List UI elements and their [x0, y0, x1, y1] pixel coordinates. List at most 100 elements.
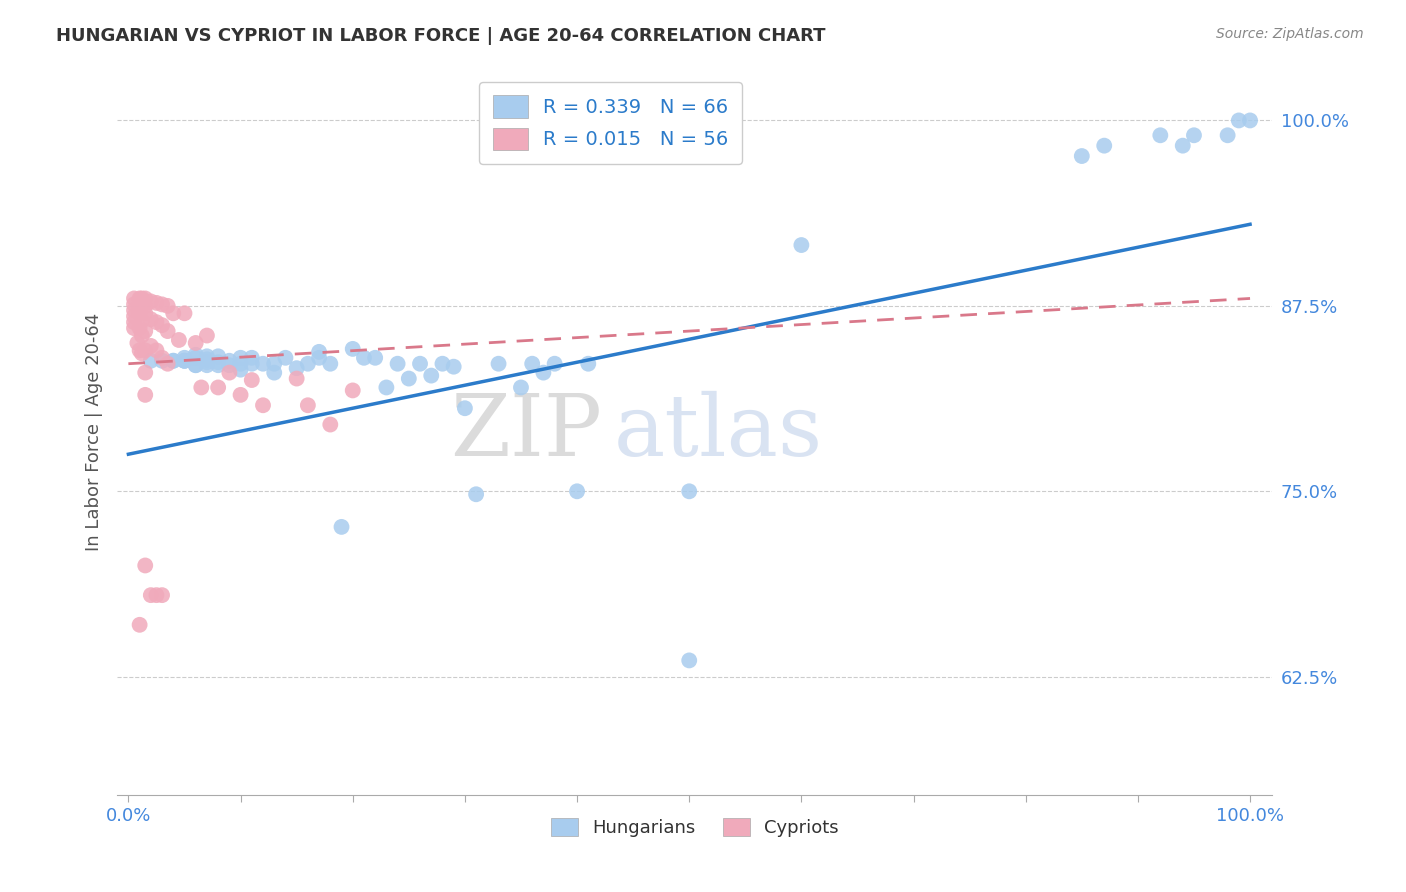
Point [274, 351, 297, 365]
Text: ZIP: ZIP [450, 391, 602, 474]
Point [1149, 128, 1171, 143]
Point [454, 401, 477, 416]
Point [156, 324, 179, 338]
Point [342, 342, 364, 356]
Point [678, 653, 700, 667]
Point [195, 328, 218, 343]
Point [145, 296, 167, 310]
Point [145, 315, 167, 329]
Point [319, 357, 342, 371]
Point [510, 380, 533, 394]
Point [229, 362, 252, 376]
Point [162, 306, 184, 320]
Point [128, 321, 150, 335]
Point [522, 357, 544, 371]
Point [218, 358, 240, 372]
Point [139, 294, 162, 309]
Point [173, 351, 195, 365]
Point [167, 333, 190, 347]
Point [364, 351, 387, 365]
Point [375, 380, 398, 394]
Text: Source: ZipAtlas.com: Source: ZipAtlas.com [1216, 27, 1364, 41]
Point [134, 299, 156, 313]
Point [128, 617, 150, 632]
Point [1182, 128, 1205, 143]
Point [162, 353, 184, 368]
Point [131, 346, 153, 360]
Point [207, 358, 229, 372]
Point [330, 520, 353, 534]
Point [218, 353, 240, 368]
Point [308, 344, 330, 359]
Point [443, 359, 465, 374]
Point [127, 335, 149, 350]
Point [139, 353, 162, 368]
Point [128, 292, 150, 306]
Point [195, 355, 218, 369]
Point [263, 357, 285, 371]
Point [134, 388, 156, 402]
Y-axis label: In Labor Force | Age 20-64: In Labor Force | Age 20-64 [86, 313, 103, 551]
Point [195, 352, 218, 367]
Point [173, 353, 195, 368]
Point [173, 306, 195, 320]
Point [128, 306, 150, 320]
Point [1216, 128, 1239, 143]
Point [531, 366, 554, 380]
Point [122, 297, 145, 311]
Point [229, 388, 252, 402]
Legend: Hungarians, Cypriots: Hungarians, Cypriots [544, 811, 846, 845]
Point [184, 358, 207, 372]
Point [150, 297, 173, 311]
Point [131, 292, 153, 306]
Point [131, 299, 153, 313]
Point [576, 357, 599, 371]
Point [122, 303, 145, 318]
Point [139, 312, 162, 326]
Point [139, 339, 162, 353]
Point [173, 353, 195, 368]
Point [387, 357, 409, 371]
Point [1227, 113, 1250, 128]
Point [353, 351, 375, 365]
Point [184, 358, 207, 372]
Point [207, 380, 229, 394]
Point [150, 351, 173, 365]
Point [420, 368, 443, 383]
Point [565, 484, 588, 499]
Point [308, 351, 330, 365]
Point [1171, 138, 1194, 153]
Point [285, 361, 308, 376]
Point [122, 315, 145, 329]
Point [207, 355, 229, 369]
Point [543, 357, 565, 371]
Point [134, 306, 156, 320]
Point [398, 371, 420, 385]
Point [240, 357, 263, 371]
Point [678, 484, 700, 499]
Point [240, 373, 263, 387]
Point [150, 353, 173, 368]
Point [162, 353, 184, 368]
Point [1092, 138, 1115, 153]
Point [134, 292, 156, 306]
Point [131, 314, 153, 328]
Point [190, 380, 212, 394]
Point [134, 366, 156, 380]
Point [122, 321, 145, 335]
Point [184, 351, 207, 365]
Point [488, 357, 510, 371]
Point [184, 348, 207, 362]
Point [184, 335, 207, 350]
Point [150, 318, 173, 333]
Text: HUNGARIAN VS CYPRIOT IN LABOR FORCE | AGE 20-64 CORRELATION CHART: HUNGARIAN VS CYPRIOT IN LABOR FORCE | AG… [56, 27, 825, 45]
Point [252, 357, 274, 371]
Point [252, 398, 274, 412]
Point [297, 357, 319, 371]
Point [319, 417, 342, 432]
Point [145, 343, 167, 358]
Point [122, 292, 145, 306]
Point [229, 351, 252, 365]
Point [128, 299, 150, 313]
Point [134, 324, 156, 338]
